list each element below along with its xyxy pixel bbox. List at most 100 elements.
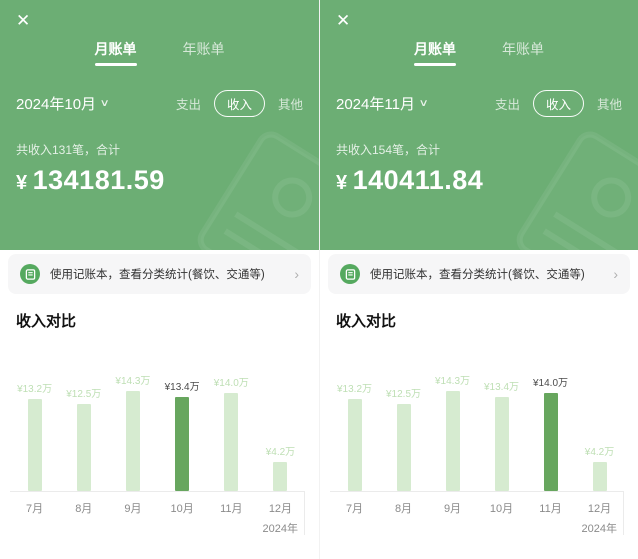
close-icon[interactable]: ✕ <box>16 11 31 30</box>
x-axis-label: 10月 <box>489 503 514 515</box>
filter-expense[interactable]: 支出 <box>494 98 520 112</box>
income-comparison-chart: ¥13.2万 ¥12.5万 ¥14.3万 ¥13.4万 ¥14.0万 ¥4.2万 7月 8月… <box>330 371 624 536</box>
bar-value-label: ¥13.2万 <box>17 384 53 395</box>
bar-column[interactable]: ¥4.2万 <box>575 443 624 491</box>
month-selector-label: 2024年10月 <box>16 96 97 113</box>
currency-symbol: ¥ <box>336 172 348 194</box>
bar-column[interactable]: ¥14.0万 <box>207 374 256 491</box>
ledger-banner-text: 使用记账本，查看分类统计(餐饮、交通等) <box>370 269 585 281</box>
ledger-icon <box>20 264 40 284</box>
bar-highlighted[interactable] <box>543 393 558 491</box>
x-axis-label: 10月 <box>170 503 194 515</box>
tab-monthly-label: 月账单 <box>414 41 456 57</box>
filter-row: 2024年10月 ∨ 支出 收入 其他 <box>16 90 303 117</box>
bar-column[interactable]: ¥13.4万 <box>158 378 207 491</box>
bar-highlighted[interactable] <box>175 397 190 491</box>
income-summary: 共收入154笔，合计 <box>336 143 441 157</box>
bar-value-label: ¥14.3万 <box>115 376 151 387</box>
active-tab-underline <box>414 63 456 66</box>
bar[interactable] <box>494 397 509 491</box>
bar-column[interactable]: ¥14.3万 <box>428 372 477 491</box>
bar[interactable] <box>445 391 460 491</box>
bill-panel-october: ✕ 月账单 年账单 2024年10月 ∨ 支出 收入 其他 共收入 <box>0 0 319 536</box>
active-tab-underline <box>94 63 137 66</box>
bar-value-label: ¥14.3万 <box>434 376 471 387</box>
total-amount: 134181.59 <box>32 165 165 195</box>
bar-column[interactable]: ¥13.4万 <box>477 378 526 491</box>
x-axis-label: 9月 <box>443 503 462 515</box>
tab-monthly-bill[interactable]: 月账单 <box>414 39 456 66</box>
x-axis-label: 12月 <box>587 503 612 515</box>
filter-row: 2024年11月 ∨ 支出 收入 其他 <box>336 90 622 117</box>
type-filters: 支出 收入 其他 <box>176 90 303 117</box>
type-filters: 支出 收入 其他 <box>495 90 622 117</box>
bar-column[interactable]: ¥14.0万 <box>526 374 575 491</box>
x-axis-label: 11月 <box>220 503 243 515</box>
tab-monthly-bill[interactable]: 月账单 <box>94 39 137 66</box>
ledger-banner-text: 使用记账本，查看分类统计(餐饮、交通等) <box>50 269 265 281</box>
ledger-icon <box>340 264 360 284</box>
chart-bars: ¥13.2万 ¥12.5万 ¥14.3万 ¥13.4万 ¥14.0万 ¥4.2万 <box>330 371 624 492</box>
chart-bars: ¥13.2万 ¥12.5万 ¥14.3万 ¥13.4万 ¥14.0万 ¥4.2万 <box>10 371 305 492</box>
bar-column[interactable]: ¥13.2万 <box>330 380 379 491</box>
x-axis-label: 8月 <box>75 503 93 515</box>
chevron-down-icon: ∨ <box>99 98 110 109</box>
ledger-banner[interactable]: 使用记账本，查看分类统计(餐饮、交通等) › <box>8 254 311 294</box>
bar-column[interactable]: ¥12.5万 <box>59 385 108 491</box>
bar[interactable] <box>27 399 42 491</box>
x-axis-label: 7月 <box>345 503 364 515</box>
bar-column[interactable]: ¥14.3万 <box>108 372 157 491</box>
income-comparison-chart: ¥13.2万 ¥12.5万 ¥14.3万 ¥13.4万 ¥14.0万 ¥4.2万 7月 8月… <box>10 371 305 536</box>
filter-other[interactable]: 其他 <box>596 98 622 112</box>
bar-value-label: ¥4.2万 <box>265 447 296 458</box>
bar-value-label: ¥14.0万 <box>532 378 569 389</box>
month-selector[interactable]: 2024年10月 ∨ <box>16 93 110 114</box>
bill-tabs: 月账单 年账单 <box>336 39 622 66</box>
x-axis-label: 12月 <box>268 503 293 515</box>
bar-value-label: ¥4.2万 <box>584 447 615 458</box>
filter-expense[interactable]: 支出 <box>175 98 201 112</box>
chevron-down-icon: ∨ <box>418 98 429 109</box>
x-axis-label: 7月 <box>26 503 44 515</box>
bar[interactable] <box>273 462 288 491</box>
month-selector-label: 2024年11月 <box>336 96 415 113</box>
bar[interactable] <box>224 393 239 491</box>
bar-value-label: ¥13.4万 <box>483 382 520 393</box>
bar-value-label: ¥12.5万 <box>385 389 422 400</box>
tab-yearly-bill[interactable]: 年账单 <box>502 41 544 57</box>
bar[interactable] <box>396 404 411 491</box>
bill-tabs: 月账单 年账单 <box>16 39 303 66</box>
income-total: ¥140411.84 <box>336 165 622 196</box>
filter-other[interactable]: 其他 <box>277 98 303 112</box>
bill-header: ✕ 月账单 年账单 2024年10月 ∨ 支出 收入 其他 共收入 <box>0 0 319 250</box>
x-axis-label: 9月 <box>124 503 142 515</box>
bar-column[interactable]: ¥13.2万 <box>10 380 59 491</box>
bar[interactable] <box>125 391 140 491</box>
chevron-right-icon: › <box>294 266 299 282</box>
bar[interactable] <box>76 404 91 491</box>
income-summary: 共收入131笔，合计 <box>16 143 121 157</box>
bar-column[interactable]: ¥12.5万 <box>379 385 428 491</box>
tab-yearly-bill[interactable]: 年账单 <box>182 41 225 57</box>
bar-value-label: ¥14.0万 <box>213 378 249 389</box>
chart-year-label: 2024年 <box>262 523 298 535</box>
chart-x-axis: 7月 8月 9月 10月 11月 12月 <box>330 492 624 516</box>
filter-income[interactable]: 收入 <box>213 90 265 117</box>
chart-year-label: 2024年 <box>581 523 617 535</box>
chart-x-axis: 7月 8月 9月 10月 11月 12月 <box>10 492 305 516</box>
month-selector[interactable]: 2024年11月 ∨ <box>336 93 429 114</box>
income-comparison-title: 收入对比 <box>16 313 77 330</box>
x-axis-label: 8月 <box>394 503 413 515</box>
bill-header: ✕ 月账单 年账单 2024年11月 ∨ 支出 收入 其他 共收入 <box>320 0 638 250</box>
bar[interactable] <box>347 399 362 491</box>
chart-right-divider <box>304 491 305 535</box>
close-icon[interactable]: ✕ <box>336 11 351 30</box>
filter-income[interactable]: 收入 <box>532 90 584 117</box>
bar-value-label: ¥13.4万 <box>164 382 200 393</box>
income-comparison-title: 收入对比 <box>336 313 397 330</box>
bar-column[interactable]: ¥4.2万 <box>256 443 305 491</box>
total-amount: 140411.84 <box>352 165 484 195</box>
ledger-banner[interactable]: 使用记账本，查看分类统计(餐饮、交通等) › <box>328 254 630 294</box>
bar[interactable] <box>592 462 607 491</box>
